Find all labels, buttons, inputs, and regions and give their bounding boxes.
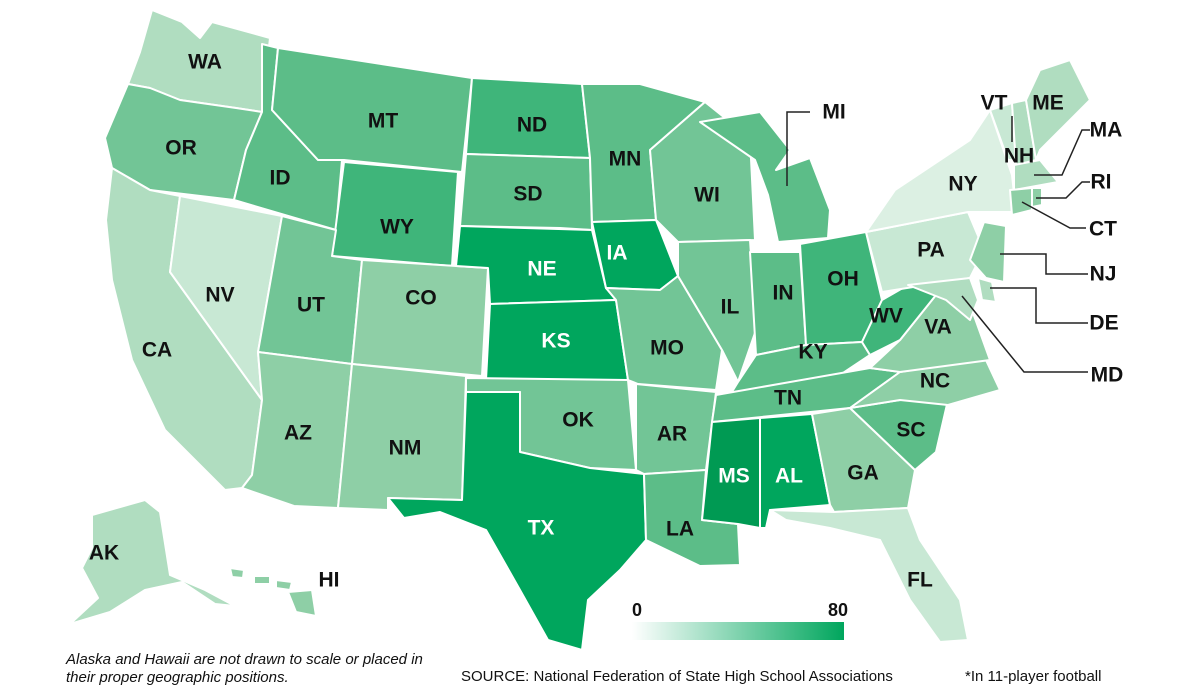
legend: 0 80 — [632, 600, 848, 640]
label-ca: CA — [142, 339, 172, 362]
label-wi: WI — [694, 184, 720, 207]
label-wv: WV — [869, 305, 903, 328]
state-de — [977, 277, 997, 303]
label-fl: FL — [907, 569, 933, 592]
label-ms: MS — [718, 465, 750, 488]
label-co: CO — [405, 287, 437, 310]
label-vt: VT — [981, 92, 1008, 115]
leader-lines — [786, 111, 1090, 373]
state-co — [351, 259, 489, 377]
state-me — [1025, 59, 1091, 161]
label-sc: SC — [896, 419, 925, 442]
state-ny — [865, 109, 1017, 233]
label-nm: NM — [389, 437, 422, 460]
leader-ri — [1036, 181, 1090, 199]
state-nj — [969, 221, 1007, 283]
label-az: AZ — [284, 422, 312, 445]
state-mo — [605, 275, 723, 391]
label-pa: PA — [917, 239, 945, 262]
label-al: AL — [775, 465, 803, 488]
label-nv: NV — [205, 284, 234, 307]
label-ak: AK — [89, 542, 119, 565]
label-ct: CT — [1089, 218, 1117, 241]
state-labels: WA OR CA NV ID MT WY UT AZ CO NM ND SD N… — [89, 51, 1124, 592]
label-mi: MI — [822, 101, 845, 124]
label-nh: NH — [1004, 145, 1034, 168]
leader-nj — [1000, 253, 1088, 275]
label-la: LA — [666, 518, 694, 541]
label-or: OR — [165, 137, 197, 160]
footnote: *In 11-player football — [965, 668, 1102, 685]
label-il: IL — [721, 296, 740, 319]
label-ok: OK — [562, 409, 594, 432]
label-ut: UT — [297, 294, 325, 317]
state-hi — [229, 567, 317, 617]
state-mi — [699, 111, 831, 243]
label-ga: GA — [847, 462, 879, 485]
label-nj: NJ — [1090, 263, 1117, 286]
leader-ma — [1034, 129, 1090, 176]
label-in: IN — [773, 282, 794, 305]
state-ak — [69, 499, 236, 625]
label-mt: MT — [368, 110, 398, 133]
state-ct — [1009, 187, 1033, 216]
label-wa: WA — [188, 51, 222, 74]
label-wy: WY — [380, 216, 414, 239]
label-tx: TX — [528, 517, 555, 540]
label-de: DE — [1089, 312, 1118, 335]
legend-min-label: 0 — [632, 600, 642, 620]
label-ky: KY — [798, 341, 827, 364]
label-nc: NC — [920, 370, 950, 393]
label-ne: NE — [527, 258, 556, 281]
label-nd: ND — [517, 114, 547, 137]
leader-md — [961, 295, 1088, 373]
alaska-hawaii-note: Alaska and Hawaii are not drawn to scale… — [66, 651, 423, 686]
label-tn: TN — [774, 387, 802, 410]
label-me: ME — [1032, 92, 1064, 115]
label-mo: MO — [650, 337, 684, 360]
label-hi: HI — [319, 569, 340, 592]
label-md: MD — [1091, 364, 1124, 387]
label-va: VA — [924, 316, 952, 339]
label-ar: AR — [657, 423, 687, 446]
leader-ct — [1021, 201, 1086, 229]
state-wy — [331, 161, 459, 267]
source-credit: SOURCE: National Federation of State Hig… — [461, 668, 893, 685]
legend-color-ramp — [632, 622, 844, 640]
label-ri: RI — [1091, 171, 1112, 194]
label-mn: MN — [609, 148, 642, 171]
state-ms — [701, 417, 761, 529]
leader-mi — [786, 111, 810, 186]
label-sd: SD — [513, 183, 542, 206]
label-ny: NY — [948, 173, 977, 196]
leader-de — [990, 287, 1088, 324]
label-id: ID — [270, 167, 291, 190]
legend-max-label: 80 — [828, 600, 848, 620]
state-tx — [387, 391, 647, 651]
label-ia: IA — [607, 242, 628, 265]
label-ks: KS — [541, 330, 570, 353]
state-fl — [769, 507, 969, 643]
label-ma: MA — [1090, 119, 1123, 142]
label-oh: OH — [827, 268, 859, 291]
